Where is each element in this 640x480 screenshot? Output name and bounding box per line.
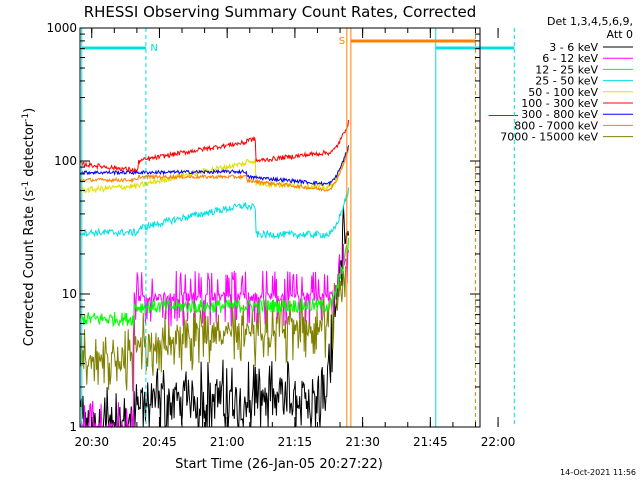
y-axis: 1 10 100 1000 [46,21,480,434]
legend-header: Det 1,3,4,5,6,9, [547,15,633,28]
legend-label-0: 3 - 6 keV [549,41,598,54]
x-tick-label: 21:15 [278,435,313,449]
series-line-3 [79,187,350,240]
saa-label: S [339,36,345,47]
x-tick-label: 20:30 [74,435,109,449]
legend-label-7: 800 - 7000 keV [514,119,598,132]
legend-header-2: Att 0 [607,28,633,41]
y-tick-label: 1 [69,420,77,434]
series-line-8 [79,249,350,392]
x-axis: 20:30 20:45 21:00 21:15 21:30 21:45 22:00 [74,28,515,449]
x-tick-label: 22:00 [481,435,516,449]
plot-area: NS [79,28,518,429]
legend-label-3: 25 - 50 keV [535,75,598,88]
series-line-2 [79,237,350,328]
legend-label-4: 50 - 100 keV [528,86,598,99]
chart-title: RHESSI Observing Summary Count Rates, Co… [84,3,477,21]
y-axis-label: Corrected Count Rate (s-1 detector-1) [21,108,37,346]
timestamp: 14-Oct-2021 11:56 [560,468,636,477]
y-axis-label-main: Corrected Count Rate (s [22,190,37,347]
x-tick-label: 21:30 [345,435,380,449]
legend-label-5: 100 - 300 keV [521,97,598,110]
legend-label-6: 300 - 800 keV [521,108,598,121]
x-tick-label: 20:45 [142,435,177,449]
y-axis-label-end: ) [22,108,37,113]
y-axis-label-mid: detector [22,121,37,181]
night-label: N [150,43,157,54]
x-tick-label: 21:00 [210,435,245,449]
legend-label-1: 6 - 12 keV [542,52,598,65]
x-axis-label: Start Time (26-Jan-05 20:27:22) [175,457,383,472]
plot-frame [79,27,481,428]
y-tick-label: 1000 [46,21,77,35]
legend-label-2: 12 - 25 keV [535,63,598,76]
x-tick-label: 21:45 [413,435,448,449]
series-line-0 [79,205,350,428]
y-axis-label-sup2: -1 [21,113,31,122]
series-line-7 [79,148,350,192]
legend-label-8: 7000 - 15000 keV [500,131,598,144]
y-tick-label: 10 [62,287,77,301]
y-tick-label: 100 [54,154,77,168]
y-axis-label-sup1: -1 [21,181,31,190]
series-line-5 [79,119,350,173]
series-line-6 [79,145,350,187]
